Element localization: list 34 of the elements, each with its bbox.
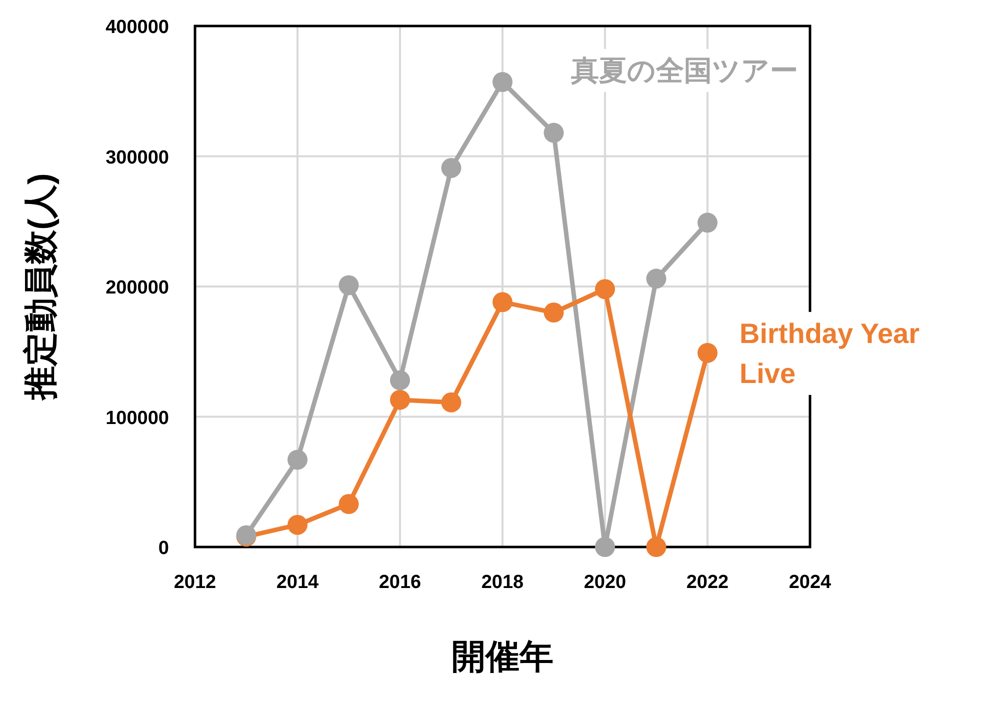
point bbox=[698, 342, 718, 363]
x-axis-title: 開催年 bbox=[452, 638, 554, 676]
point bbox=[646, 537, 666, 557]
series-label: Birthday Year Live bbox=[740, 318, 920, 389]
point bbox=[441, 158, 462, 178]
point bbox=[390, 390, 410, 410]
y-tick-label: 300000 bbox=[106, 147, 169, 168]
point bbox=[492, 72, 512, 92]
y-tick-label: 100000 bbox=[106, 408, 169, 429]
x-tick-label: 2014 bbox=[276, 572, 320, 593]
point bbox=[441, 392, 462, 412]
point bbox=[288, 514, 308, 535]
point bbox=[288, 450, 308, 470]
point bbox=[544, 302, 564, 323]
series-label: 真夏の全国ツアー bbox=[570, 55, 798, 86]
point bbox=[390, 370, 410, 390]
x-tick-label: 2020 bbox=[584, 572, 626, 593]
point bbox=[595, 537, 615, 557]
y-tick-label: 0 bbox=[158, 538, 169, 559]
point bbox=[338, 275, 359, 296]
x-tick-label: 2022 bbox=[686, 572, 729, 593]
point bbox=[646, 268, 666, 289]
y-tick-label: 200000 bbox=[106, 278, 169, 298]
point bbox=[595, 279, 615, 300]
point bbox=[544, 122, 564, 143]
point bbox=[492, 292, 512, 312]
x-tick-label: 2018 bbox=[481, 572, 524, 593]
x-tick-label: 2024 bbox=[788, 572, 832, 593]
point bbox=[338, 494, 359, 514]
point bbox=[698, 212, 718, 233]
y-axis-title: 推定動員数(人) bbox=[22, 173, 60, 401]
x-tick-label: 2016 bbox=[378, 572, 422, 593]
y-tick-label: 400000 bbox=[106, 17, 169, 38]
x-tick-label: 2012 bbox=[174, 572, 216, 593]
